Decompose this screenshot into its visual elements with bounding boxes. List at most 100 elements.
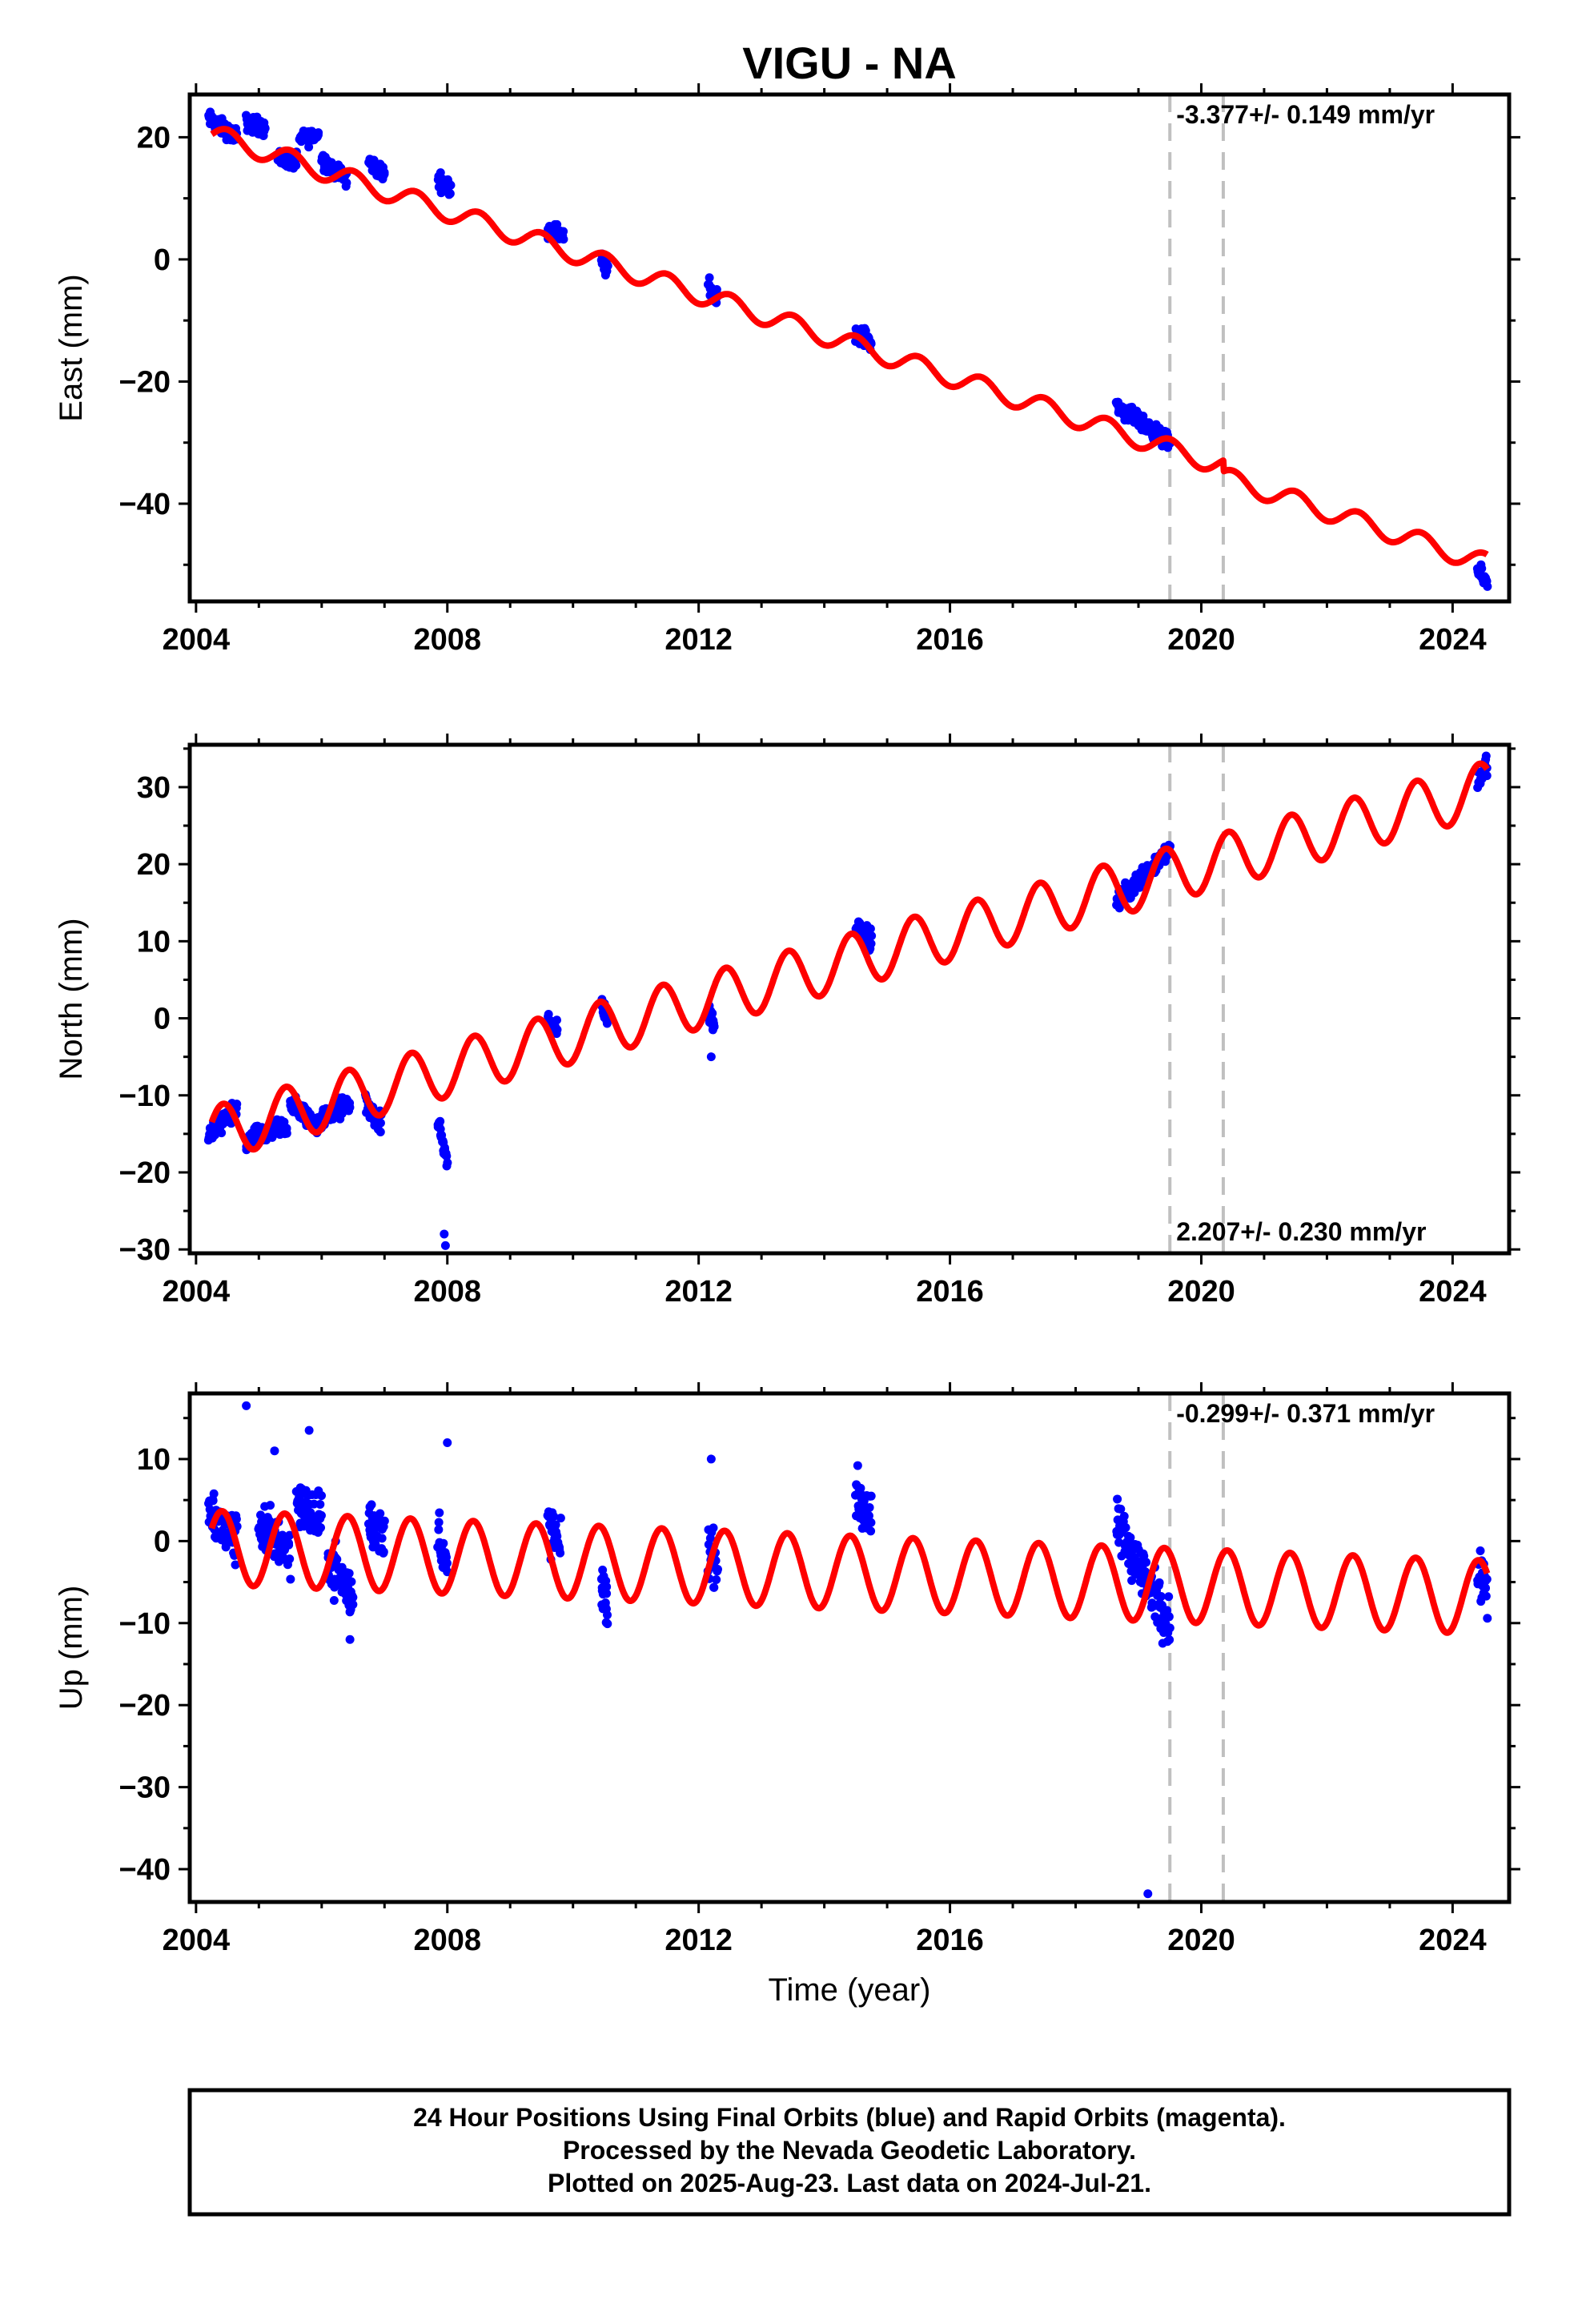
data-point bbox=[284, 1538, 294, 1548]
data-point bbox=[443, 1158, 452, 1168]
data-point bbox=[317, 1491, 327, 1501]
data-point bbox=[434, 1518, 444, 1527]
data-point bbox=[551, 1520, 560, 1530]
data-point bbox=[603, 261, 612, 271]
data-point bbox=[231, 1514, 241, 1524]
y-tick-label: −20 bbox=[119, 1689, 171, 1723]
data-point bbox=[853, 1461, 862, 1470]
model-curve bbox=[208, 1508, 1491, 1636]
footer-line-2: Processed by the Nevada Geodetic Laborat… bbox=[563, 2136, 1136, 2165]
x-tick-label: 2004 bbox=[163, 623, 231, 657]
data-point bbox=[1165, 1623, 1174, 1633]
x-tick-label: 2020 bbox=[1167, 623, 1235, 657]
data-point bbox=[556, 1548, 565, 1558]
data-point bbox=[1164, 1612, 1174, 1622]
rate-label: -3.377+/- 0.149 mm/yr bbox=[1176, 100, 1435, 129]
data-point bbox=[865, 1502, 874, 1512]
outlier-point bbox=[706, 1454, 716, 1464]
data-point bbox=[705, 273, 714, 283]
data-point bbox=[552, 219, 562, 229]
data-point bbox=[442, 1152, 452, 1161]
outlier-point bbox=[440, 1229, 449, 1239]
data-point bbox=[260, 123, 270, 133]
data-point bbox=[712, 1575, 721, 1585]
y-tick-label: −40 bbox=[119, 1853, 171, 1887]
data-point bbox=[713, 1565, 723, 1574]
data-point bbox=[377, 1534, 387, 1543]
data-point bbox=[1116, 1504, 1126, 1514]
data-point bbox=[266, 1501, 275, 1510]
x-axis-label: Time (year) bbox=[769, 1972, 931, 2008]
data-point bbox=[1126, 1533, 1135, 1542]
data-point bbox=[709, 1022, 719, 1031]
plot-frame bbox=[187, 742, 1512, 1256]
y-tick-label: 0 bbox=[154, 1525, 171, 1558]
rate-label: -0.299+/- 0.371 mm/yr bbox=[1176, 1399, 1435, 1428]
data-point bbox=[559, 227, 568, 236]
data-point bbox=[709, 1523, 718, 1533]
data-point bbox=[559, 235, 568, 244]
y-tick-label: −30 bbox=[119, 1771, 171, 1805]
data-point bbox=[439, 1538, 448, 1548]
data-point bbox=[866, 1491, 876, 1501]
data-point bbox=[1483, 581, 1492, 591]
data-point bbox=[329, 1595, 339, 1605]
x-tick-label: 2024 bbox=[1419, 623, 1487, 657]
data-point bbox=[1142, 1558, 1151, 1567]
data-point bbox=[856, 1483, 865, 1493]
outlier-point bbox=[1143, 1889, 1153, 1899]
data-points bbox=[203, 751, 1492, 1250]
east-panel: 2004 2008 2012 2016 2020 2024 −40 −20 0 20 East (m… bbox=[54, 83, 1520, 657]
y-tick-label: −30 bbox=[119, 1233, 171, 1267]
data-point bbox=[1165, 1635, 1174, 1645]
x-tick-label: 2020 bbox=[1167, 1924, 1235, 1957]
data-point bbox=[602, 1589, 612, 1598]
x-tick-label: 2016 bbox=[916, 1924, 984, 1957]
x-tick-label: 2016 bbox=[916, 623, 984, 657]
footer-box: 24 Hour Positions Using Final Orbits (bl… bbox=[187, 2088, 1512, 2217]
data-point bbox=[1119, 1511, 1129, 1521]
data-point bbox=[379, 1516, 389, 1526]
data-point bbox=[445, 189, 455, 199]
data-point bbox=[549, 1512, 559, 1522]
y-tick-label: 20 bbox=[137, 848, 171, 882]
x-tick-label: 2004 bbox=[163, 1275, 231, 1309]
data-point bbox=[602, 1610, 612, 1620]
x-tick-label: 2008 bbox=[413, 1924, 481, 1957]
y-tick-label: 10 bbox=[137, 1443, 171, 1477]
x-tick-label: 2012 bbox=[665, 1924, 733, 1957]
data-point bbox=[446, 180, 456, 190]
outlier-point bbox=[270, 1446, 279, 1456]
x-tick-label: 2012 bbox=[665, 623, 733, 657]
data-point bbox=[286, 1574, 295, 1584]
x-tick-label: 2016 bbox=[916, 1275, 984, 1309]
data-point bbox=[291, 161, 301, 171]
data-point bbox=[1481, 1583, 1491, 1593]
data-point bbox=[866, 1518, 876, 1527]
data-point bbox=[315, 1499, 325, 1509]
data-point bbox=[209, 1489, 219, 1498]
data-point bbox=[866, 939, 876, 948]
y-tick-label: −20 bbox=[119, 1156, 171, 1190]
data-point bbox=[256, 1510, 266, 1520]
data-point bbox=[544, 1009, 553, 1019]
outlier-point bbox=[443, 1437, 452, 1447]
data-point bbox=[316, 1523, 326, 1533]
footer-line-1: 24 Hour Positions Using Final Orbits (bl… bbox=[413, 2103, 1286, 2132]
x-tick-label: 2012 bbox=[665, 1275, 733, 1309]
data-point bbox=[316, 1510, 326, 1520]
data-point bbox=[1476, 1546, 1485, 1556]
data-point bbox=[217, 1128, 227, 1138]
data-point bbox=[282, 1128, 291, 1138]
outlier-point bbox=[242, 1401, 251, 1410]
data-point bbox=[436, 1116, 445, 1126]
data-point bbox=[603, 1619, 612, 1629]
chart-title: VIGU - NA bbox=[742, 38, 957, 88]
plot-frame bbox=[187, 1391, 1512, 1904]
data-point bbox=[285, 1554, 295, 1564]
data-point bbox=[348, 1600, 358, 1610]
data-point bbox=[442, 1558, 452, 1568]
y-tick-label: −10 bbox=[119, 1080, 171, 1113]
data-point bbox=[865, 924, 875, 934]
y-tick-label: 0 bbox=[154, 1003, 171, 1036]
